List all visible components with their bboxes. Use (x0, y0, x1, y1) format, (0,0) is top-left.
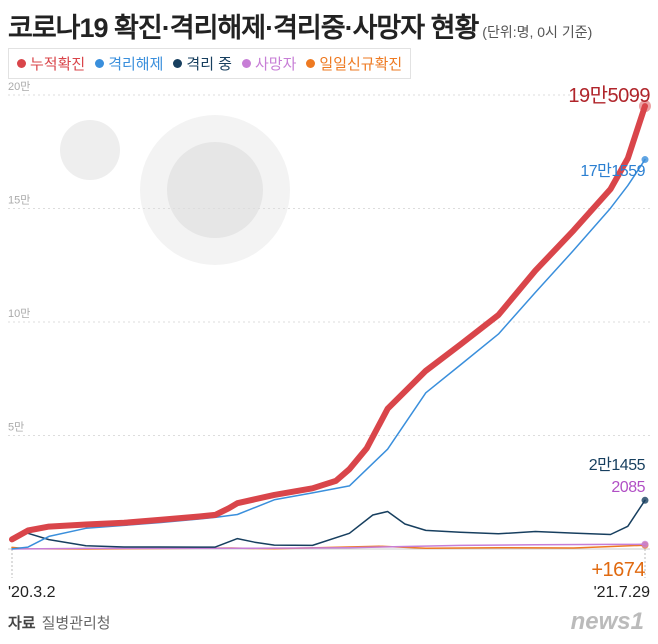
legend: 누적확진 격리해제 격리 중 사망자 일일신규확진 (8, 48, 412, 79)
legend-item: 일일신규확진 (306, 53, 402, 74)
legend-label: 일일신규확진 (319, 56, 403, 73)
source-name: 질병관리청 (41, 615, 111, 632)
y-tick-label: 20만 (8, 80, 30, 93)
page-title: 코로나19 확진·격리해제·격리중·사망자 현황 (단위:명, 0시 기준) (8, 6, 592, 45)
series-line-3 (11, 543, 646, 550)
series-end-point (639, 100, 651, 113)
y-tick-label: 15만 (8, 194, 30, 207)
x-tick-label: '21.7.29 (594, 584, 651, 601)
series-line-0 (9, 103, 648, 543)
legend-dot-icon (173, 59, 183, 68)
legend-item: 격리해제 (95, 53, 163, 74)
legend-dot-icon (17, 59, 26, 68)
end-value-label: 19만5099 (568, 84, 650, 107)
end-value-label: 2만1455 (589, 456, 646, 474)
series-end-point (641, 496, 649, 504)
legend-item: 격리 중 (173, 53, 232, 74)
legend-dot-icon (95, 59, 105, 68)
legend-label: 사망자 (254, 56, 297, 73)
x-tick-label: '20.3.2 (8, 584, 56, 601)
legend-label: 격리 중 (186, 56, 232, 73)
series-end-point (641, 540, 649, 548)
unit-note: (단위:명, 0시 기준) (482, 24, 593, 40)
series-end-point (641, 156, 649, 164)
news1-logo: news1 (570, 608, 644, 635)
source-label: 자료 (8, 615, 36, 632)
source: 자료 질병관리청 (8, 612, 111, 633)
legend-label: 격리해제 (108, 56, 164, 73)
y-tick-label: 5만 (8, 421, 24, 434)
legend-dot-icon (306, 59, 316, 68)
legend-dot-icon (241, 59, 251, 68)
legend-label: 누적확진 (30, 56, 86, 73)
y-tick-label: 10만 (8, 307, 30, 320)
legend-item: 누적확진 (17, 53, 85, 74)
series-line-2 (11, 499, 646, 548)
virus-decoration-icon (167, 142, 263, 238)
end-value-label: 17만1559 (580, 162, 645, 180)
end-value-label: +1674 (591, 559, 645, 581)
series-line-1 (11, 158, 646, 550)
end-value-label: 2085 (611, 479, 645, 496)
title-text: 코로나19 확진·격리해제·격리중·사망자 현황 (8, 13, 479, 43)
legend-item: 사망자 (241, 53, 297, 74)
virus-decoration-icon (60, 120, 120, 180)
